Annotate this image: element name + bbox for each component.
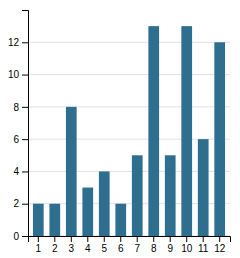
x-tick-mark: [54, 236, 55, 242]
y-axis-line: [22, 11, 29, 237]
x-tick-label: 1: [36, 243, 42, 254]
bar: [198, 139, 209, 236]
x-tick-label: 7: [134, 243, 140, 254]
x-tick-label: 4: [85, 243, 91, 254]
x-tick-mark: [219, 236, 220, 242]
grid-line: [28, 42, 230, 43]
bar: [214, 42, 225, 236]
bar: [165, 155, 176, 236]
y-tick-label: 4: [13, 166, 19, 177]
x-tick: 7: [134, 236, 140, 254]
y-tick-label: 2: [13, 198, 19, 209]
x-tick-mark: [203, 236, 204, 242]
grid: [28, 42, 230, 236]
x-tick-label: 2: [52, 243, 58, 254]
x-tick-label: 10: [181, 243, 193, 254]
bar: [132, 155, 143, 236]
x-tick-label: 8: [151, 243, 157, 254]
bar: [148, 26, 159, 236]
y-tick-mark: [22, 171, 28, 172]
bar: [99, 171, 110, 236]
x-axis: 123456789101112: [29, 236, 231, 254]
bar: [115, 204, 126, 236]
x-tick: 3: [69, 236, 75, 254]
x-tick-mark: [153, 236, 154, 242]
grid-line: [28, 106, 230, 107]
y-tick: 0: [13, 231, 28, 242]
y-tick: 2: [13, 198, 28, 209]
x-tick: 8: [151, 236, 157, 254]
x-tick: 5: [101, 236, 107, 254]
y-tick-label: 0: [13, 231, 19, 242]
grid-line: [28, 74, 230, 75]
x-tick-mark: [120, 236, 121, 242]
x-tick-label: 3: [69, 243, 75, 254]
y-tick-label: 12: [8, 37, 20, 48]
x-tick-mark: [170, 236, 171, 242]
x-tick-mark: [104, 236, 105, 242]
x-tick-mark: [38, 236, 39, 242]
y-tick: 8: [13, 102, 28, 113]
y-axis: 0 2 4 6 8 10 12: [8, 11, 29, 242]
y-tick-mark: [22, 204, 28, 205]
y-tick-mark: [22, 75, 28, 76]
x-tick-mark: [71, 236, 72, 242]
x-tick-mark: [186, 236, 187, 242]
x-axis-line: [29, 237, 231, 243]
x-tick: 11: [198, 236, 209, 254]
y-tick-mark: [22, 139, 28, 140]
bar: [82, 188, 93, 236]
y-tick: 6: [13, 134, 28, 145]
y-tick: 10: [8, 69, 28, 80]
x-tick-label: 6: [118, 243, 124, 254]
y-tick-mark: [22, 107, 28, 108]
y-tick-label: 6: [13, 134, 19, 145]
x-tick: 9: [167, 236, 173, 254]
x-tick-mark: [137, 236, 138, 242]
x-tick-label: 12: [214, 243, 226, 254]
x-tick: 1: [36, 236, 42, 254]
x-tick: 12: [214, 236, 226, 254]
chart: 024681012123456789101112: [0, 0, 240, 258]
bar: [33, 204, 44, 236]
x-tick-label: 5: [101, 243, 107, 254]
x-tick-label: 11: [198, 243, 209, 254]
bars: [33, 26, 225, 236]
y-tick-mark: [22, 42, 28, 43]
x-tick-mark: [87, 236, 88, 242]
x-tick-label: 9: [167, 243, 173, 254]
y-tick: 4: [13, 166, 28, 177]
x-tick: 2: [52, 236, 58, 254]
plot: 024681012123456789101112: [8, 11, 231, 255]
y-tick: 12: [8, 37, 28, 48]
bar: [181, 26, 192, 236]
y-tick-label: 10: [8, 69, 20, 80]
bar: [66, 107, 77, 236]
x-tick: 6: [118, 236, 124, 254]
x-tick: 10: [181, 236, 193, 254]
bar: [49, 204, 60, 236]
x-tick: 4: [85, 236, 91, 254]
y-tick-label: 8: [13, 102, 19, 113]
y-tick-mark: [22, 236, 28, 237]
